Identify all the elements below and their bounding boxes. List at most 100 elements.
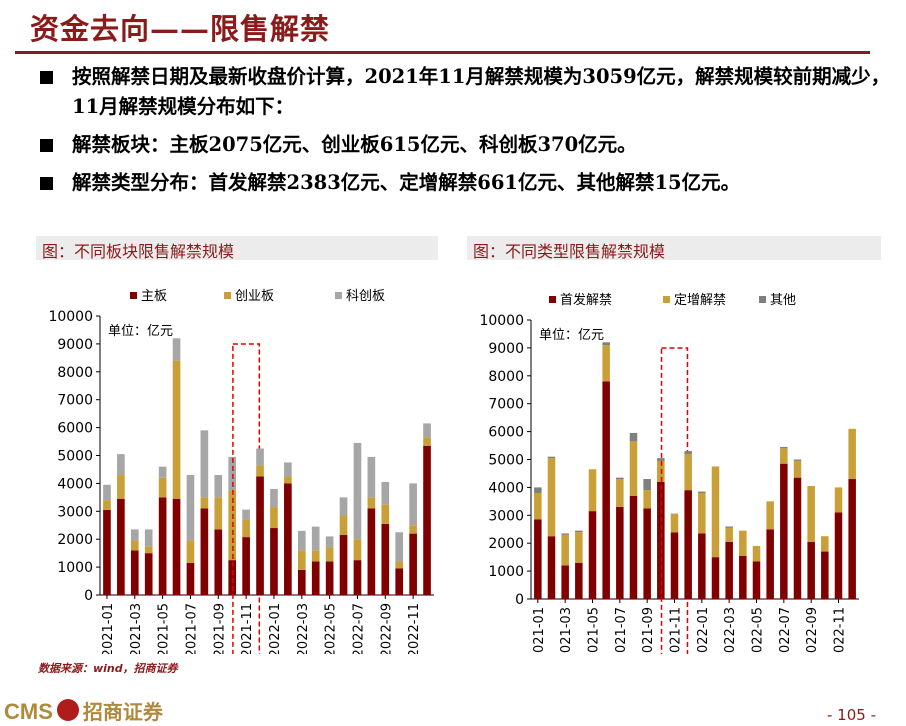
bar-segment: [423, 445, 431, 595]
bar-segment: [256, 448, 264, 466]
x-tick-label: 2021-01: [532, 607, 547, 654]
bar-segment: [130, 529, 139, 541]
bar-segment: [684, 453, 692, 491]
bar-segment: [117, 454, 125, 476]
x-tick-label: 2022-03: [296, 603, 311, 654]
bar-segment: [793, 477, 802, 599]
bullet-item: 解禁类型分布：首发解禁2383亿元、定增解禁661亿元、其他解禁15亿元。: [38, 168, 898, 198]
bar-segment: [423, 423, 431, 438]
bar-segment: [339, 497, 348, 516]
bar-segment: [395, 568, 404, 595]
bar-segment: [381, 523, 390, 595]
bullet-text: 解禁板块：主板2075亿元、创业板615亿元、科创板370亿元。: [72, 133, 637, 156]
legend-swatch: [759, 296, 766, 303]
x-tick-label: 2022-09: [805, 607, 820, 654]
bar-segment: [158, 477, 167, 498]
bar-segment: [172, 360, 181, 499]
chart-type-unlock: 图：不同类型限售解禁规模 首发解禁 定增解禁 其他 0 1000 2000 3000 4000…: [467, 236, 881, 654]
x-tick-label: 2021-09: [641, 607, 656, 654]
bar-segment: [752, 561, 761, 599]
y-tick-label: 10000: [479, 313, 524, 329]
bar-segment: [807, 541, 815, 599]
bar-segment: [643, 479, 651, 491]
bar-segment: [670, 514, 679, 533]
chart-title-bar: 图：不同类型限售解禁规模: [467, 236, 881, 261]
bar-segment: [311, 550, 320, 562]
x-tick-label: 2022-03: [723, 607, 738, 654]
bar-segment: [848, 428, 856, 480]
bar-segment: [711, 557, 720, 599]
legend-swatch: [130, 292, 137, 299]
source-note: 数据来源：wind，招商证券: [38, 662, 178, 675]
chart-svg: 首发解禁 定增解禁 其他 0 1000 2000 3000 4000 5000 6000 7000 8…: [479, 292, 859, 654]
y-tick-label: 9000: [488, 341, 524, 357]
bar-segment: [367, 497, 376, 509]
bar-segment: [534, 487, 542, 493]
y-tick-label: 10000: [48, 309, 93, 325]
bar-segment: [311, 561, 320, 595]
x-tick-label: 2021-11: [240, 603, 255, 654]
bar-segment: [284, 483, 292, 595]
bar-segment: [575, 530, 583, 533]
bar-segment: [423, 437, 431, 446]
bar-segment: [256, 465, 264, 477]
logo-badge-icon: [56, 699, 79, 721]
x-tick-label: 2021-11: [669, 607, 684, 654]
bar-segment: [561, 533, 569, 535]
x-tick-label: 2022-01: [268, 603, 283, 654]
bar-segment: [242, 509, 250, 520]
bar-segment: [409, 525, 417, 534]
bar-segment: [409, 533, 417, 595]
bar-segment: [534, 492, 542, 520]
bar-segment: [200, 497, 209, 509]
bar-segment: [200, 508, 209, 595]
bar-segment: [561, 534, 569, 566]
bar-segment: [616, 506, 624, 599]
bar-segment: [670, 532, 679, 599]
legend-label: 其他: [770, 293, 796, 308]
x-tick-label: 2022-05: [324, 603, 339, 654]
chart-title-bar: 图：不同板块限售解禁规模: [36, 236, 438, 261]
highlight-box: [232, 343, 261, 654]
bar-segment: [834, 487, 843, 513]
bar-segment: [144, 529, 153, 547]
y-tick-label: 3000: [488, 508, 524, 524]
legend-swatch: [335, 292, 342, 299]
bar-segment: [339, 515, 348, 536]
bar-segment: [629, 441, 638, 496]
bar-segment: [144, 546, 153, 554]
bar-segment: [848, 479, 856, 599]
bar-segment: [561, 565, 569, 599]
x-tick-label: 2021-03: [559, 607, 574, 654]
bar-segment: [409, 483, 417, 526]
x-tick-label: 2022-01: [696, 607, 711, 654]
bar-segment: [602, 342, 610, 346]
legend-swatch: [224, 292, 231, 299]
bullet-text: 按照解禁日期及最新收盘价计算，2021年11月解禁规模为3059亿元，解禁规模较…: [72, 65, 891, 118]
x-tick-label: 2022-07: [351, 603, 366, 654]
logo-cn-text: 招商证券: [82, 700, 163, 724]
bar-segment: [602, 345, 610, 382]
x-tick-label: 2021-07: [614, 607, 629, 654]
bar-segment: [284, 462, 292, 477]
bar-segment: [214, 497, 223, 530]
bar-segment: [684, 451, 692, 454]
bullet-text: 解禁类型分布：首发解禁2383亿元、定增解禁661亿元、其他解禁15亿元。: [72, 171, 741, 194]
bar-segment: [821, 551, 829, 599]
legend-label: 创业板: [235, 289, 274, 304]
bar-segment: [311, 526, 320, 551]
bar-segment: [657, 458, 665, 461]
bar-segment: [766, 529, 774, 599]
bullet-square-icon: [40, 139, 53, 152]
x-tick-label: 2022-11: [407, 603, 422, 654]
unit-label: 单位：亿元: [539, 328, 604, 343]
bar-segment: [325, 536, 334, 548]
bar-segment: [725, 541, 733, 599]
legend-label: 定增解禁: [674, 293, 726, 308]
bar-segment: [602, 381, 610, 599]
bar-segment: [780, 448, 788, 464]
bullet-square-icon: [40, 177, 53, 190]
bar-segment: [103, 484, 111, 501]
bar-segment: [214, 475, 223, 498]
bar-segment: [186, 475, 195, 541]
